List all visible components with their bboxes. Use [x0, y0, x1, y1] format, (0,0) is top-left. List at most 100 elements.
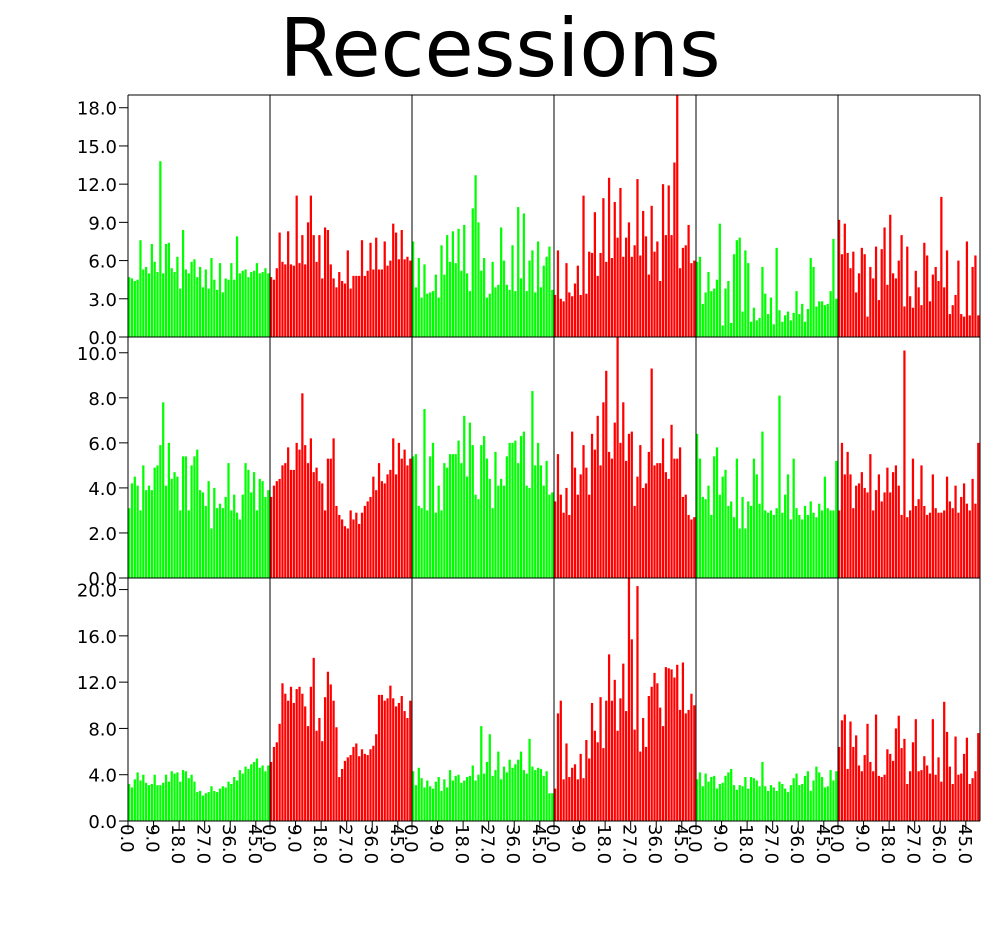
bar: [392, 438, 395, 578]
bar: [576, 494, 579, 578]
bar: [287, 700, 290, 821]
bar: [957, 260, 960, 337]
bar: [338, 514, 341, 578]
bar: [838, 219, 841, 337]
bar: [457, 440, 460, 578]
bar: [738, 237, 741, 337]
bar: [139, 780, 142, 821]
bar: [147, 485, 151, 578]
bar: [142, 465, 145, 578]
bar: [323, 697, 327, 821]
y-tick-label: 10.0: [77, 344, 117, 365]
bar: [840, 720, 844, 821]
bar: [627, 433, 631, 578]
bar: [857, 765, 861, 821]
bar: [605, 370, 608, 578]
bar: [343, 526, 347, 578]
bar: [812, 266, 815, 337]
bar: [948, 766, 951, 821]
bar: [389, 469, 392, 578]
bar: [863, 755, 866, 821]
bar: [630, 639, 633, 821]
bar: [477, 774, 480, 821]
bar: [792, 458, 795, 578]
bar: [423, 787, 426, 821]
x-tick-label: 27.0: [193, 824, 214, 864]
bar: [880, 249, 883, 337]
bar: [423, 409, 426, 578]
bar: [713, 775, 716, 821]
bar: [426, 780, 429, 821]
bar: [355, 275, 358, 337]
bar: [213, 487, 216, 578]
bar: [184, 456, 188, 578]
bar: [934, 774, 937, 821]
bar: [224, 278, 227, 337]
bar: [389, 685, 392, 821]
x-tick-label: 9.0: [142, 824, 163, 853]
bar: [187, 273, 190, 337]
bar: [616, 337, 619, 578]
bar: [454, 775, 457, 821]
bar: [505, 284, 508, 337]
bar: [872, 278, 875, 337]
bar: [818, 503, 821, 578]
bar: [409, 260, 412, 337]
y-tick-label: 0.0: [88, 812, 117, 833]
bar: [429, 292, 432, 337]
bar: [951, 305, 954, 337]
bar: [962, 316, 966, 337]
bar: [863, 487, 866, 578]
bar: [366, 755, 369, 821]
bar: [514, 291, 517, 337]
bar: [162, 782, 165, 821]
bar: [235, 512, 239, 578]
bar: [238, 273, 241, 337]
bar: [786, 311, 790, 337]
bar: [928, 512, 932, 578]
bar: [130, 278, 134, 337]
bar: [565, 263, 568, 337]
bar: [639, 751, 642, 821]
bar: [298, 686, 301, 821]
bar: [659, 463, 662, 578]
bar: [298, 263, 301, 337]
bar: [392, 698, 395, 821]
x-tick-label: 36.0: [218, 824, 239, 864]
bar: [363, 753, 366, 821]
bar: [826, 786, 829, 821]
bar: [596, 275, 599, 337]
bar: [860, 247, 863, 337]
bar: [866, 492, 869, 578]
bar: [179, 781, 182, 821]
bar: [889, 214, 892, 337]
panel-r1-c1: [128, 161, 270, 337]
bar: [886, 749, 889, 821]
bar: [369, 496, 372, 578]
bar: [139, 240, 142, 337]
bar: [622, 663, 625, 821]
bar: [372, 476, 375, 578]
bar: [630, 431, 633, 578]
bar: [406, 718, 409, 821]
bar: [244, 463, 247, 578]
bar: [349, 510, 352, 578]
bar: [451, 780, 454, 821]
bar: [400, 230, 403, 337]
bar: [866, 723, 869, 821]
bar: [301, 235, 304, 337]
bar: [170, 771, 173, 821]
bar: [914, 505, 917, 578]
x-tick-label: 27.0: [903, 824, 924, 864]
bar: [190, 465, 193, 578]
bar: [252, 761, 256, 821]
bar: [301, 393, 304, 578]
bar: [218, 788, 222, 821]
bar: [383, 483, 386, 578]
bar: [412, 771, 415, 821]
bar: [778, 310, 781, 337]
bar: [664, 235, 667, 337]
bar: [920, 465, 923, 578]
bar: [471, 208, 474, 337]
bar: [295, 195, 298, 337]
